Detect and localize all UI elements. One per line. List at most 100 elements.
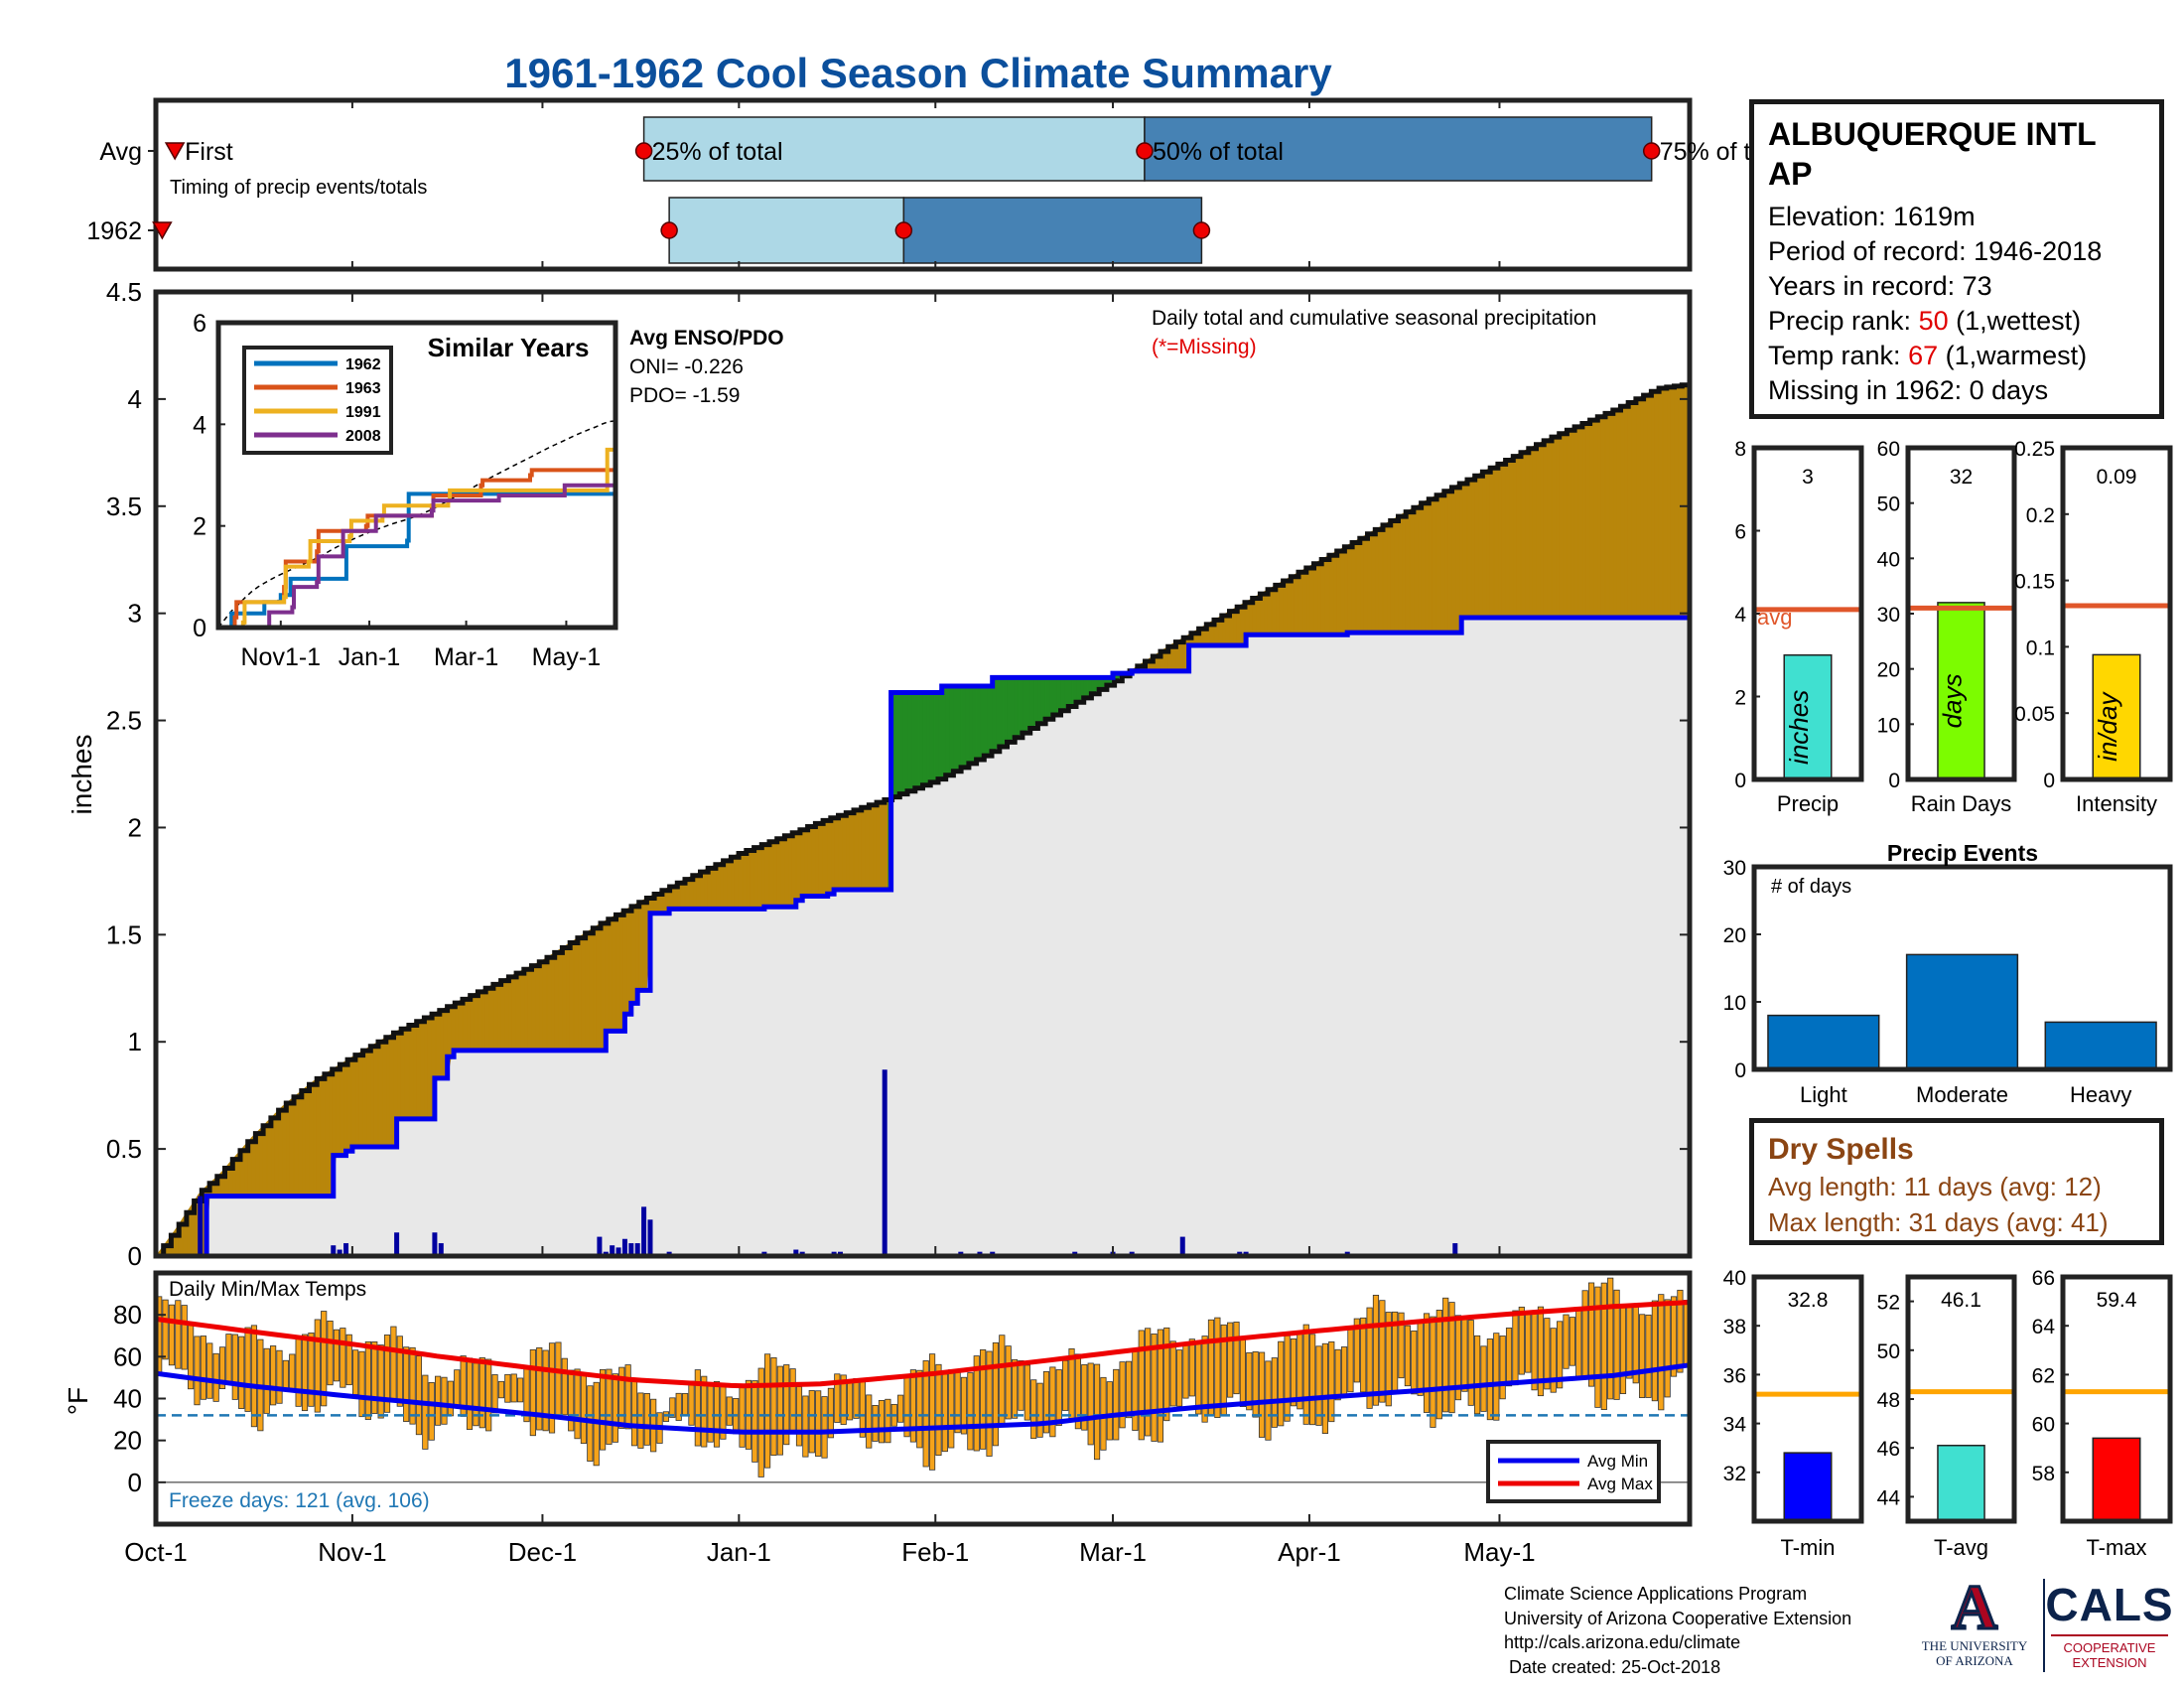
daily-temp-bar bbox=[1195, 1342, 1202, 1415]
daily-temp-bar bbox=[301, 1334, 309, 1412]
daily-temp-bar bbox=[1557, 1321, 1564, 1389]
above-average-gap bbox=[1022, 677, 1027, 734]
below-average-gap bbox=[1486, 467, 1491, 619]
small-panel-frame bbox=[2060, 1274, 2173, 1524]
below-average-gap bbox=[799, 827, 805, 902]
inset-frame bbox=[215, 320, 618, 631]
daily-temp-bar bbox=[478, 1356, 485, 1429]
above-average-gap bbox=[929, 692, 935, 783]
daily-temp-bar bbox=[1074, 1353, 1082, 1430]
below-average-gap bbox=[1291, 573, 1296, 635]
daily-temp-bar bbox=[270, 1345, 277, 1406]
station-period: Period of record: 1946-2018 bbox=[1768, 236, 2103, 266]
inset-legend-label: 1991 bbox=[345, 404, 381, 421]
inset-ytick-label: 2 bbox=[193, 513, 206, 541]
daily-temp-bar bbox=[681, 1393, 689, 1416]
above-average-gap bbox=[906, 692, 912, 792]
daily-temp-bar bbox=[1474, 1335, 1481, 1415]
below-average-gap bbox=[826, 817, 832, 898]
below-average-gap bbox=[612, 914, 616, 1032]
below-average-gap bbox=[865, 804, 870, 891]
legend-label-min: Avg Min bbox=[1587, 1452, 1648, 1471]
daily-temp-bar bbox=[1290, 1337, 1297, 1407]
temp-rank: Temp rank: 67 (1,warmest) bbox=[1768, 339, 2145, 373]
below-average-gap bbox=[496, 980, 501, 1052]
below-average-gap bbox=[373, 1041, 379, 1148]
below-average-gap bbox=[1581, 421, 1586, 619]
inset-xtick-label: Nov1-1 bbox=[241, 643, 322, 671]
daily-temp-bar bbox=[808, 1390, 815, 1454]
below-average-gap bbox=[1363, 533, 1368, 633]
above-average-gap bbox=[991, 677, 997, 753]
daily-temp-bar bbox=[435, 1375, 442, 1426]
daily-temp-bar bbox=[574, 1368, 581, 1440]
daily-temp-bar bbox=[1398, 1312, 1405, 1379]
events-category-label: Heavy bbox=[2070, 1082, 2131, 1107]
daily-temp-bar bbox=[1670, 1296, 1678, 1377]
inset-xtick-label: May-1 bbox=[532, 643, 601, 671]
daily-temp-bar bbox=[175, 1300, 182, 1369]
daily-temp-bar bbox=[383, 1335, 391, 1413]
month-xtick-label: Mar-1 bbox=[1079, 1537, 1147, 1567]
small-panel-ytick-label: 58 bbox=[2032, 1463, 2055, 1485]
below-average-gap bbox=[1398, 513, 1403, 633]
below-average-gap bbox=[412, 1021, 417, 1120]
below-average-gap bbox=[324, 1070, 330, 1196]
timing-row-label: 1962 bbox=[86, 217, 142, 245]
below-average-gap bbox=[358, 1050, 363, 1148]
below-average-gap bbox=[1570, 426, 1575, 619]
daily-temp-bar bbox=[1353, 1318, 1360, 1383]
below-average-gap bbox=[1466, 477, 1472, 619]
small-panel-bar bbox=[1783, 1452, 1833, 1522]
timing-bar-first-quarter bbox=[642, 116, 1146, 182]
below-average-gap bbox=[1651, 389, 1656, 619]
above-average-gap bbox=[922, 692, 927, 786]
main-ytick-label: 2 bbox=[128, 812, 142, 842]
events-bar-heavy bbox=[2044, 1021, 2157, 1070]
daily-temp-bar bbox=[517, 1377, 524, 1403]
below-average-gap bbox=[377, 1039, 383, 1148]
small-panel-title: T-max bbox=[2086, 1535, 2146, 1560]
below-average-gap bbox=[1417, 502, 1422, 633]
below-average-gap bbox=[492, 982, 498, 1052]
daily-temp-bar bbox=[218, 1346, 226, 1389]
below-average-gap bbox=[336, 1063, 341, 1156]
daily-temp-bar bbox=[973, 1355, 980, 1452]
snow-note: in. (101 %avg) bbox=[1940, 410, 2119, 414]
cals-line2: EXTENSION bbox=[2072, 1655, 2147, 1670]
daily-temp-bar bbox=[548, 1342, 556, 1434]
events-ytick-label: 10 bbox=[1723, 992, 1746, 1015]
below-average-gap bbox=[815, 821, 820, 897]
daily-temp-bar bbox=[960, 1376, 968, 1435]
above-average-gap bbox=[1056, 677, 1061, 714]
below-average-gap bbox=[1489, 465, 1495, 619]
timing-label-25: 25% of total bbox=[652, 138, 783, 166]
precip-rank: Precip rank: 50 (1,wettest) bbox=[1768, 304, 2145, 339]
dry-spells-box: Dry Spells Avg length: 11 days (avg: 12)… bbox=[1749, 1118, 2164, 1245]
inset-ytick-label: 6 bbox=[193, 310, 206, 338]
below-average-gap bbox=[573, 937, 579, 1052]
inset-ytick-label: 4 bbox=[193, 411, 206, 439]
daily-temp-bar bbox=[1049, 1366, 1056, 1438]
below-average-gap bbox=[289, 1096, 295, 1196]
inset-legend-label: 1962 bbox=[345, 356, 381, 373]
below-average-gap bbox=[1317, 558, 1322, 635]
daily-temp-bar bbox=[1036, 1382, 1043, 1438]
above-average-gap bbox=[957, 685, 962, 771]
below-average-gap bbox=[478, 989, 482, 1052]
above-average-gap bbox=[1033, 677, 1038, 727]
daily-temp-bar bbox=[1201, 1336, 1208, 1423]
below-average-gap bbox=[1509, 456, 1514, 619]
daily-temp-bar bbox=[1550, 1328, 1557, 1393]
month-xtick-label: Apr-1 bbox=[1278, 1537, 1341, 1567]
below-average-gap bbox=[1666, 386, 1671, 619]
temp-rank-note: (1,warmest) bbox=[1938, 341, 2088, 370]
below-average-gap bbox=[788, 832, 793, 908]
daily-temp-bar bbox=[1302, 1324, 1309, 1425]
small-panel-value: 32.8 bbox=[1788, 1289, 1829, 1312]
daily-temp-bar bbox=[1372, 1295, 1380, 1406]
above-average-gap bbox=[968, 685, 973, 765]
daily-temp-bar bbox=[840, 1374, 847, 1425]
daily-temp-bar bbox=[1081, 1363, 1088, 1431]
daily-temp-bar bbox=[340, 1328, 346, 1388]
